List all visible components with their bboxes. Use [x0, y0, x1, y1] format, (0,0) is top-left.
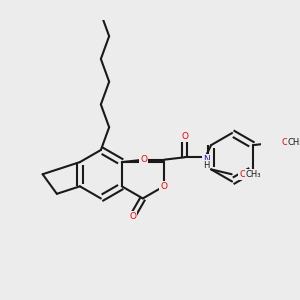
Text: O: O [281, 138, 288, 147]
Text: CH₃: CH₃ [246, 170, 261, 179]
Text: N: N [203, 155, 210, 164]
Text: O: O [140, 155, 147, 164]
Text: O: O [160, 182, 167, 191]
Text: CH₃: CH₃ [288, 138, 300, 147]
Text: O: O [239, 170, 246, 179]
Text: O: O [181, 132, 188, 141]
Text: O: O [129, 212, 136, 221]
Text: H: H [203, 160, 209, 169]
